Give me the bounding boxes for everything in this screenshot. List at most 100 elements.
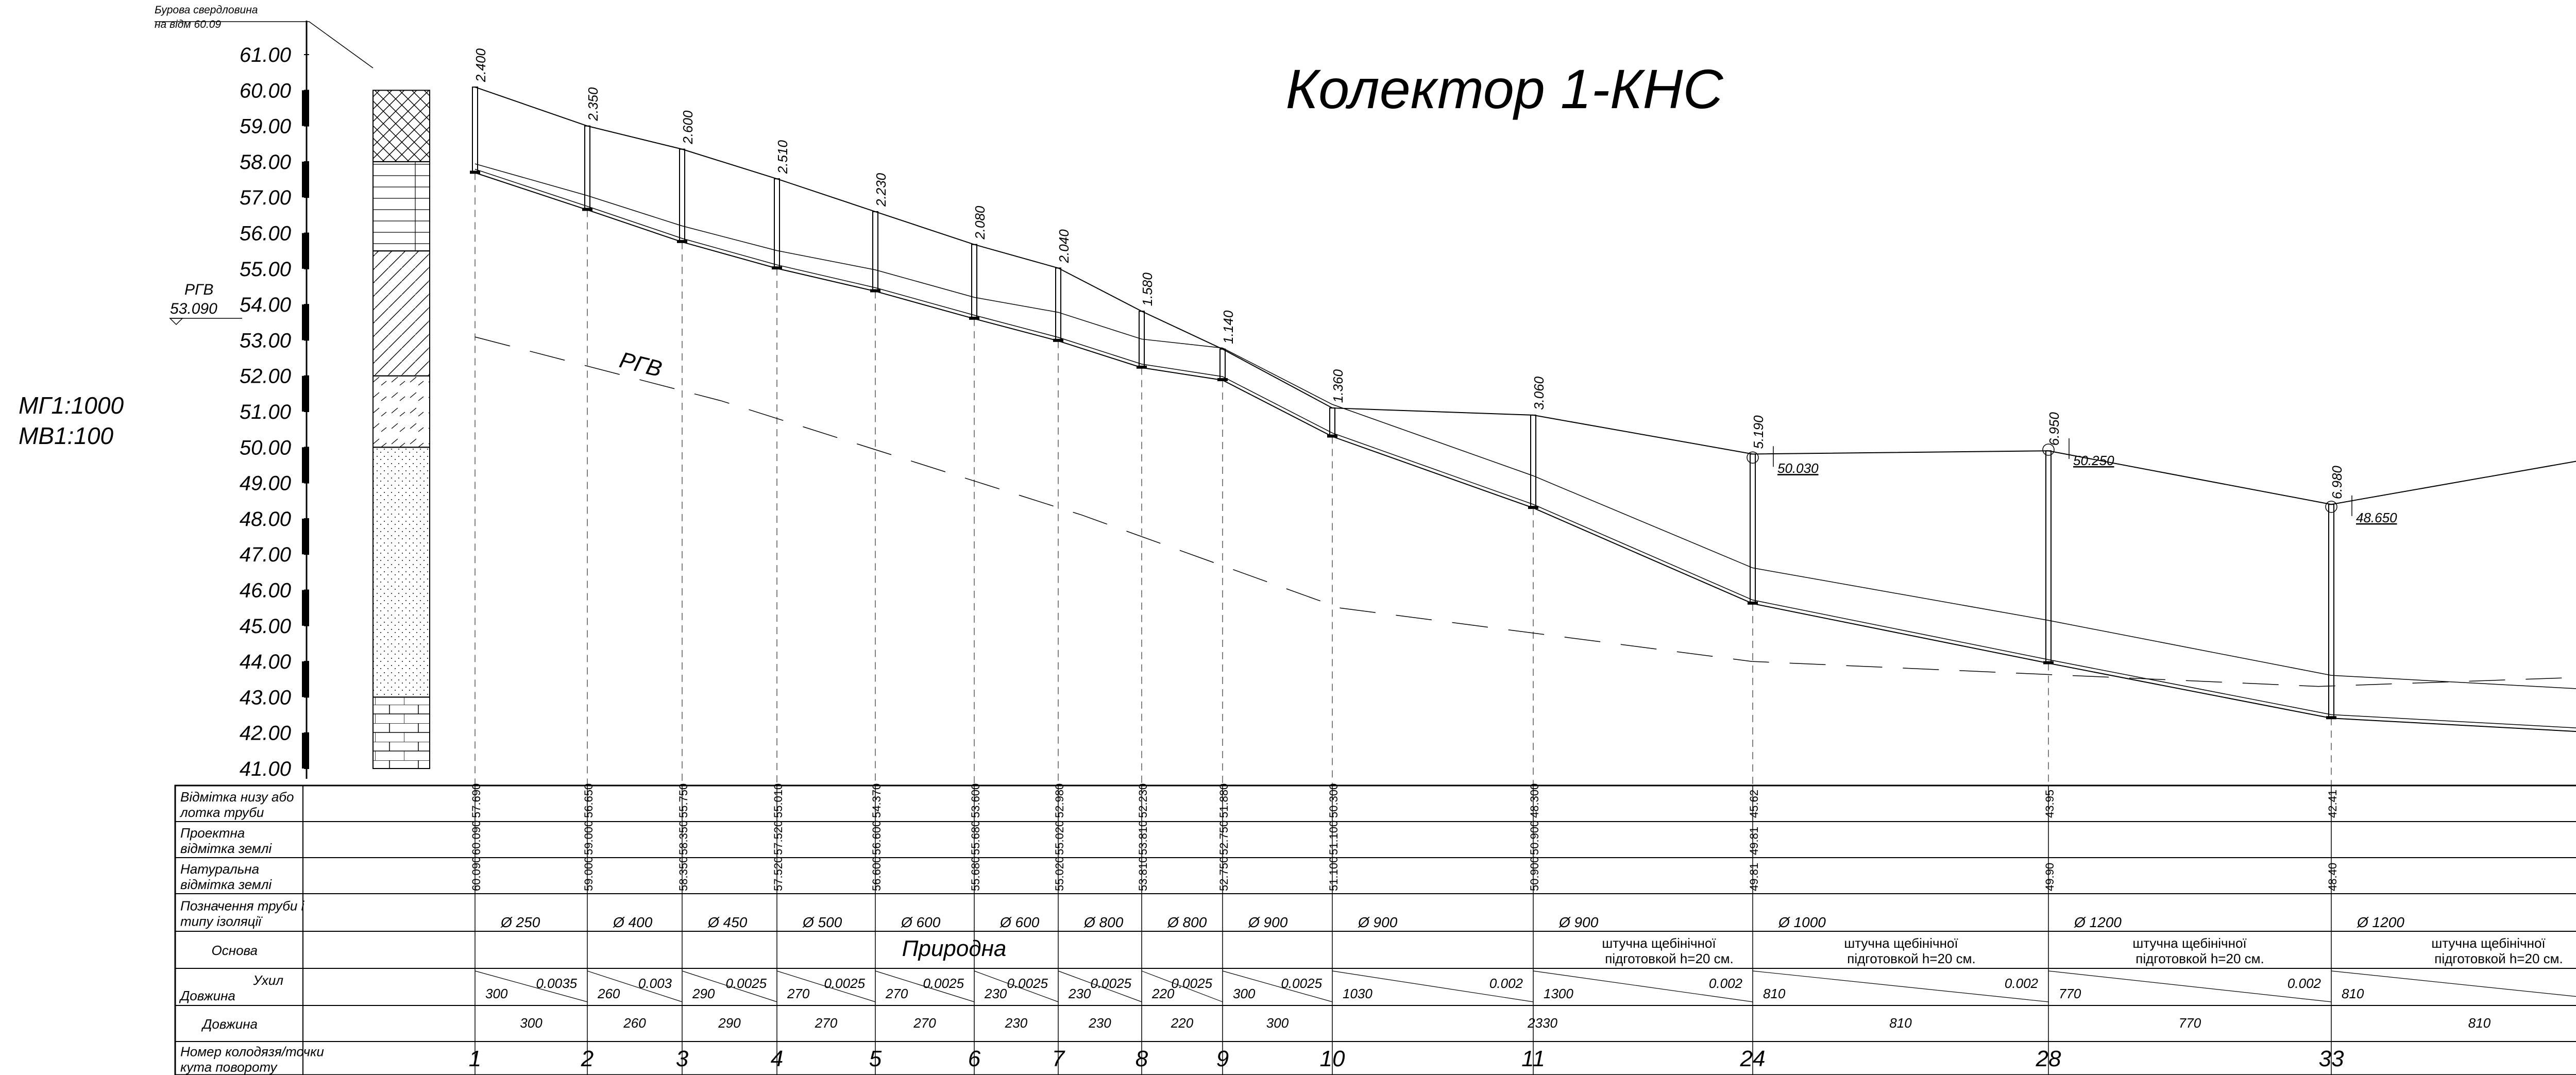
length-total: 270: [815, 1015, 838, 1031]
groundwater-label: РГВ: [184, 281, 213, 298]
manhole-depth: 5.190: [1751, 415, 1766, 449]
manhole: [584, 125, 590, 211]
slope-diagonal: [974, 970, 1059, 1002]
invert-mark: [470, 170, 480, 174]
length-total: 300: [1266, 1015, 1289, 1031]
invert-mark: [1528, 506, 1538, 509]
scale-tick-label: 55.00: [240, 258, 291, 281]
soil-layer-loam: [372, 250, 430, 377]
table-elevation: 55.750: [677, 783, 690, 818]
manhole: [774, 178, 780, 269]
invert-mark: [870, 289, 880, 293]
segment-length: 290: [692, 986, 715, 1001]
scale-tick-label: 44.00: [240, 651, 291, 673]
table-elevation: 60.090: [470, 857, 483, 891]
slope-value: 0.002: [1489, 976, 1523, 991]
pipe-diameter: Ø 450: [707, 914, 748, 930]
scale-band: [302, 161, 309, 198]
well-number: 9: [1216, 1046, 1229, 1071]
connection-circle: [2325, 501, 2337, 513]
table-elevation: 52.750: [1217, 857, 1230, 891]
scale-tick-label: 49.00: [240, 472, 291, 495]
scale-tick-label: 41.00: [240, 758, 291, 780]
table-elevation: 42.41: [2326, 790, 2339, 818]
scale-tick-label: 60.00: [240, 79, 291, 102]
foundation-type-line1: штучна щебінічної: [1602, 935, 1716, 951]
invert-mark: [582, 208, 592, 211]
groundwater-line: [474, 336, 2576, 687]
scale-band: [302, 304, 309, 340]
drawing-title: Колектор 1-КНС: [1285, 58, 1723, 120]
elevation-scale: 61.00 60.00 59.00 58.00 57.00 56.00 55.00 54.00…: [240, 21, 309, 780]
table-elevation: 51.100: [1327, 857, 1340, 891]
length-total: 810: [1889, 1015, 1912, 1031]
pipe-crown-line: [474, 163, 2576, 689]
scale-tick-label: 56.00: [240, 223, 291, 245]
slope-diagonal: [776, 970, 876, 1002]
manhole-depth: 2.400: [473, 48, 488, 82]
pipe-diameter: Ø 1200: [2357, 914, 2404, 930]
scale-band: [302, 590, 309, 626]
sewer-profile: 2.400 2.350 2.600 2.510 2.230 2.080 2.040 1.580…: [169, 48, 2576, 786]
table-elevation: 45.62: [1748, 790, 1760, 818]
table-elevation: 56.650: [582, 783, 595, 818]
connection-circle: [2042, 443, 2055, 456]
table-elevation: 55.680: [969, 821, 982, 855]
slope-value: 0.0025: [824, 976, 865, 991]
length-total: 2330: [1527, 1015, 1557, 1031]
pipe-diameter: Ø 900: [1558, 914, 1599, 930]
foundation-type-line1: штучна щебінічної: [2431, 935, 2545, 951]
scale-band: [302, 518, 309, 555]
manhole-depth: 6.980: [2329, 466, 2345, 500]
segment-length: 770: [2059, 986, 2081, 1001]
segment-length: 810: [2342, 986, 2364, 1001]
soil-layer-layered: [372, 161, 430, 252]
table-elevation: 55.680: [969, 857, 982, 891]
scale-tick-label: 50.00: [240, 436, 291, 459]
groundwater-value: 53.090: [170, 300, 217, 317]
scale-band: [302, 90, 309, 126]
slope-value: 0.0025: [1007, 976, 1048, 991]
manhole: [679, 148, 685, 243]
row-header: Основа: [212, 943, 258, 958]
segment-length: 810: [1763, 986, 1786, 1001]
segment-length: 300: [1233, 986, 1256, 1001]
slope-value: 0.002: [1709, 976, 1743, 991]
scale-tick-label: 54.00: [240, 294, 291, 316]
table-elevation: 53.600: [969, 783, 982, 818]
table-elevation: 52.230: [1137, 783, 1149, 818]
row-header: типу ізоляції: [180, 914, 263, 929]
well-number: 6: [968, 1046, 981, 1071]
foundation-type-line1: штучна щебінічної: [2132, 935, 2246, 951]
pipe-diameter: Ø 500: [802, 914, 842, 930]
soil-layer-fill: [372, 90, 430, 162]
slope-value: 0.0025: [1281, 976, 1322, 991]
manhole-depth: 2.040: [1056, 229, 1072, 264]
table-elevation: 51.880: [1217, 783, 1230, 818]
segment-length: 230: [984, 986, 1007, 1001]
row-header: Позначення труби і: [180, 898, 305, 914]
scale-band: [302, 376, 309, 412]
table-elevation: 52.750: [1217, 821, 1230, 855]
row-header: відмітка землі: [180, 841, 272, 856]
scale-tick-label: 57.00: [240, 186, 291, 209]
well-number: 11: [1521, 1046, 1545, 1071]
manhole-depth: 6.950: [2046, 412, 2062, 446]
segment-length: 270: [787, 986, 810, 1001]
well-number: 1: [469, 1046, 481, 1071]
slope-diagonal: [587, 970, 683, 1002]
table-elevation: 51.100: [1327, 821, 1340, 855]
pipe-diameter: Ø 400: [613, 914, 653, 930]
groundwater-profile-label: РГВ: [617, 347, 665, 382]
pipe-annotation: 48.650: [2356, 510, 2397, 525]
table-elevation: 57.520: [772, 821, 785, 855]
manhole-depth: 2.230: [873, 173, 889, 207]
row-header: Відмітка низу або: [180, 789, 294, 805]
invert-mark: [772, 266, 782, 270]
well-number: 10: [1320, 1046, 1345, 1071]
scale-tick-label: 58.00: [240, 151, 291, 174]
table-elevation: 49.81: [1748, 863, 1760, 891]
scale-tick-label: 46.00: [240, 579, 291, 602]
pipe-diameter: Ø 900: [1358, 914, 1398, 930]
